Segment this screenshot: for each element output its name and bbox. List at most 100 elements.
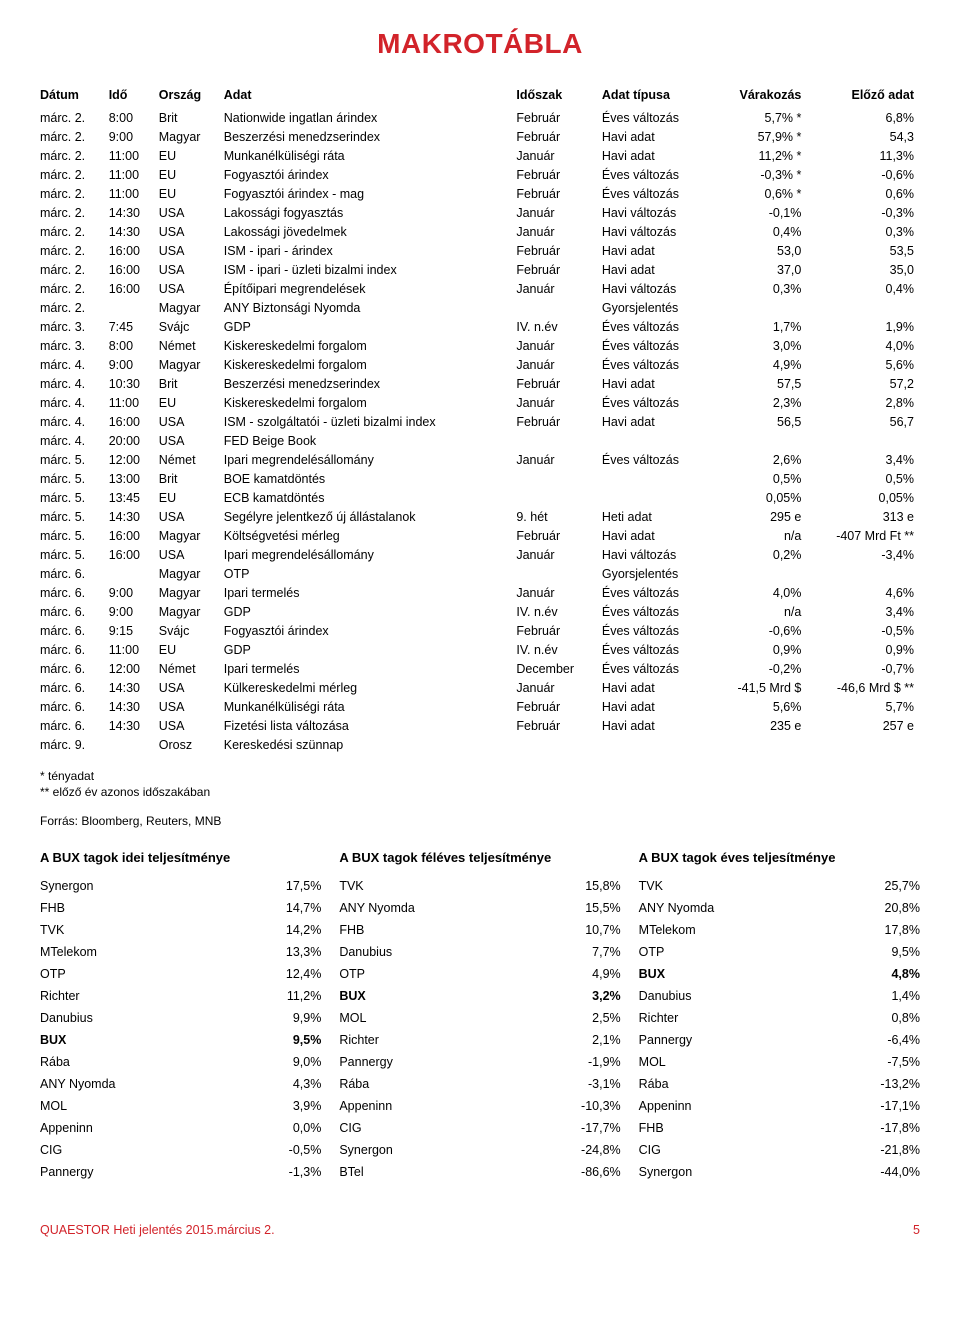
perf-row: TVK15,8%: [339, 875, 620, 897]
table-cell: márc. 3.: [40, 317, 109, 336]
table-cell: márc. 2.: [40, 241, 109, 260]
table-cell: Brit: [159, 108, 224, 127]
table-cell: 57,5: [713, 374, 807, 393]
table-cell: Február: [516, 127, 602, 146]
table-cell: 57,2: [807, 374, 920, 393]
table-cell: Költségvetési mérleg: [224, 526, 517, 545]
perf-name: MOL: [639, 1051, 824, 1073]
table-row: márc. 2.14:30USALakossági jövedelmekJanu…: [40, 222, 920, 241]
perf-row: Pannergy-1,3%: [40, 1161, 321, 1183]
table-cell: Január: [516, 450, 602, 469]
table-row: márc. 2.14:30USALakossági fogyasztásJanu…: [40, 203, 920, 222]
table-cell: Február: [516, 165, 602, 184]
table-row: márc. 9.OroszKereskedési szünnap: [40, 735, 920, 754]
table-row: márc. 2.16:00USAISM - ipari - árindexFeb…: [40, 241, 920, 260]
perf-row: OTP9,5%: [639, 941, 920, 963]
table-cell: márc. 5.: [40, 450, 109, 469]
perf-name: Pannergy: [40, 1161, 231, 1183]
table-cell: n/a: [713, 602, 807, 621]
table-cell: 257 e: [807, 716, 920, 735]
perf-value: 1,4%: [823, 985, 920, 1007]
perf-value: 4,9%: [524, 963, 621, 985]
perf-value: 2,5%: [524, 1007, 621, 1029]
table-cell: 10:30: [109, 374, 159, 393]
table-cell: Január: [516, 545, 602, 564]
perf-name: TVK: [639, 875, 824, 897]
table-cell: 9:15: [109, 621, 159, 640]
perf-name: BUX: [639, 963, 824, 985]
table-cell: 0,2%: [713, 545, 807, 564]
perf-value: 9,5%: [231, 1029, 321, 1051]
table-cell: -0,1%: [713, 203, 807, 222]
table-row: márc. 6.9:00MagyarIpari termelésJanuárÉv…: [40, 583, 920, 602]
table-cell: 13:00: [109, 469, 159, 488]
performance-section: A BUX tagok idei teljesítménye Synergon1…: [40, 850, 920, 1183]
perf-value: -86,6%: [524, 1161, 621, 1183]
table-row: márc. 6.14:30USAKülkereskedelmi mérlegJa…: [40, 678, 920, 697]
table-row: márc. 5.14:30USASegélyre jelentkező új á…: [40, 507, 920, 526]
table-cell: Német: [159, 450, 224, 469]
perf-name: Richter: [639, 1007, 824, 1029]
perf-row: ANY Nyomda20,8%: [639, 897, 920, 919]
table-row: márc. 5.13:45EUECB kamatdöntés0,05%0,05%: [40, 488, 920, 507]
col-header: Idő: [109, 84, 159, 108]
table-cell: [109, 298, 159, 317]
table-cell: márc. 4.: [40, 393, 109, 412]
table-row: márc. 2.16:00USAÉpítőipari megrendelések…: [40, 279, 920, 298]
table-cell: 4,0%: [807, 336, 920, 355]
table-cell: [807, 564, 920, 583]
table-cell: 2,3%: [713, 393, 807, 412]
table-row: márc. 5.13:00BritBOE kamatdöntés0,5%0,5%: [40, 469, 920, 488]
table-cell: 3,4%: [807, 450, 920, 469]
perf-value: -44,0%: [823, 1161, 920, 1183]
table-cell: Havi adat: [602, 241, 714, 260]
table-cell: 0,9%: [807, 640, 920, 659]
perf-row: FHB14,7%: [40, 897, 321, 919]
table-cell: márc. 6.: [40, 659, 109, 678]
perf-row: Synergon-44,0%: [639, 1161, 920, 1183]
perf-name: TVK: [339, 875, 524, 897]
table-cell: 2,8%: [807, 393, 920, 412]
table-row: márc. 2.16:00USAISM - ipari - üzleti biz…: [40, 260, 920, 279]
table-cell: Havi adat: [602, 260, 714, 279]
table-cell: Éves változás: [602, 640, 714, 659]
table-cell: márc. 5.: [40, 545, 109, 564]
table-cell: [516, 488, 602, 507]
perf-value: 3,2%: [524, 985, 621, 1007]
perf-name: ANY Nyomda: [639, 897, 824, 919]
table-cell: Német: [159, 336, 224, 355]
table-cell: Éves változás: [602, 659, 714, 678]
table-cell: Január: [516, 203, 602, 222]
table-cell: Január: [516, 336, 602, 355]
table-cell: 6,8%: [807, 108, 920, 127]
table-cell: 8:00: [109, 336, 159, 355]
table-cell: 9:00: [109, 127, 159, 146]
perf-name: MTelekom: [639, 919, 824, 941]
perf-value: 2,1%: [524, 1029, 621, 1051]
perf-name: Synergon: [40, 875, 231, 897]
perf-row: Synergon-24,8%: [339, 1139, 620, 1161]
perf-row: MTelekom13,3%: [40, 941, 321, 963]
table-row: márc. 4.16:00USAISM - szolgáltatói - üzl…: [40, 412, 920, 431]
table-cell: Svájc: [159, 317, 224, 336]
table-cell: Január: [516, 393, 602, 412]
table-cell: márc. 6.: [40, 583, 109, 602]
table-cell: márc. 4.: [40, 374, 109, 393]
table-cell: márc. 5.: [40, 507, 109, 526]
table-cell: [516, 735, 602, 754]
table-cell: 37,0: [713, 260, 807, 279]
perf-name: Rába: [639, 1073, 824, 1095]
perf-name: Danubius: [639, 985, 824, 1007]
table-cell: Február: [516, 374, 602, 393]
perf-name: CIG: [639, 1139, 824, 1161]
perf-name: CIG: [40, 1139, 231, 1161]
table-cell: [602, 488, 714, 507]
table-cell: 5,7% *: [713, 108, 807, 127]
table-cell: márc. 6.: [40, 621, 109, 640]
table-cell: 14:30: [109, 203, 159, 222]
table-cell: Fogyasztói árindex: [224, 621, 517, 640]
table-cell: márc. 2.: [40, 146, 109, 165]
table-cell: USA: [159, 431, 224, 450]
perf-value: -13,2%: [823, 1073, 920, 1095]
table-cell: márc. 2.: [40, 203, 109, 222]
